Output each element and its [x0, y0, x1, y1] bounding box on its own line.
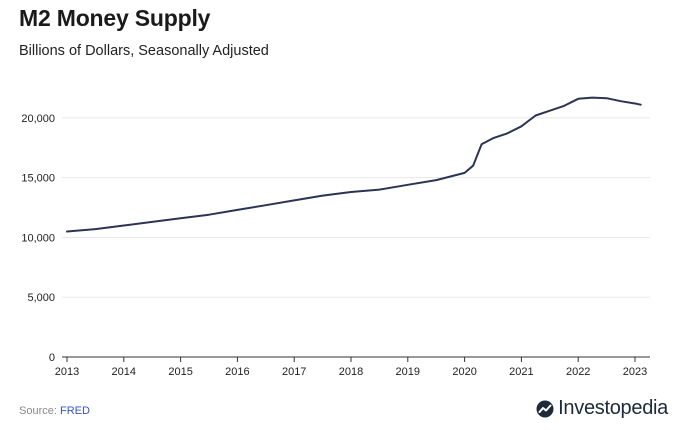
- y-tick-label: 0: [49, 352, 55, 364]
- x-tick-label: 2017: [282, 366, 306, 378]
- x-tick-label: 2023: [623, 366, 647, 378]
- source-label: Source:: [19, 405, 57, 417]
- x-tick-label: 2022: [566, 366, 590, 378]
- y-tick-label: 15,000: [21, 173, 55, 185]
- chart-title: M2 Money Supply: [19, 5, 211, 31]
- x-tick-label: 2020: [452, 366, 476, 378]
- chart-subtitle: Billions of Dollars, Seasonally Adjusted: [19, 43, 269, 59]
- x-tick-label: 2021: [509, 366, 533, 378]
- x-tick-label: 2015: [168, 366, 192, 378]
- source-link[interactable]: FRED: [59, 405, 90, 417]
- gridlines: [62, 117, 650, 298]
- source-note: Source: FRED: [19, 405, 90, 417]
- y-axis-tick-labels: 0 5,000 10,000 15,000 20,000: [21, 113, 55, 364]
- y-tick-label: 5,000: [27, 292, 55, 304]
- x-tick-label: 2013: [55, 366, 79, 378]
- y-tick-label: 10,000: [21, 232, 55, 244]
- series-line: [66, 96, 642, 233]
- investopedia-logo: Investopedia: [536, 397, 668, 420]
- x-tick-label: 2014: [112, 366, 136, 378]
- x-tick-label: 2018: [339, 366, 363, 378]
- investopedia-logo-icon: [536, 400, 554, 417]
- series-layer: [66, 96, 642, 233]
- x-tick-label: 2019: [396, 366, 420, 378]
- logo-text: Investopedia: [558, 397, 668, 419]
- x-tick-label: 2016: [225, 366, 249, 378]
- y-tick-label: 20,000: [21, 113, 55, 125]
- x-axis: 2013 2014 2015 2016 2017 2018 2019 2020 2021 2022…: [55, 356, 650, 378]
